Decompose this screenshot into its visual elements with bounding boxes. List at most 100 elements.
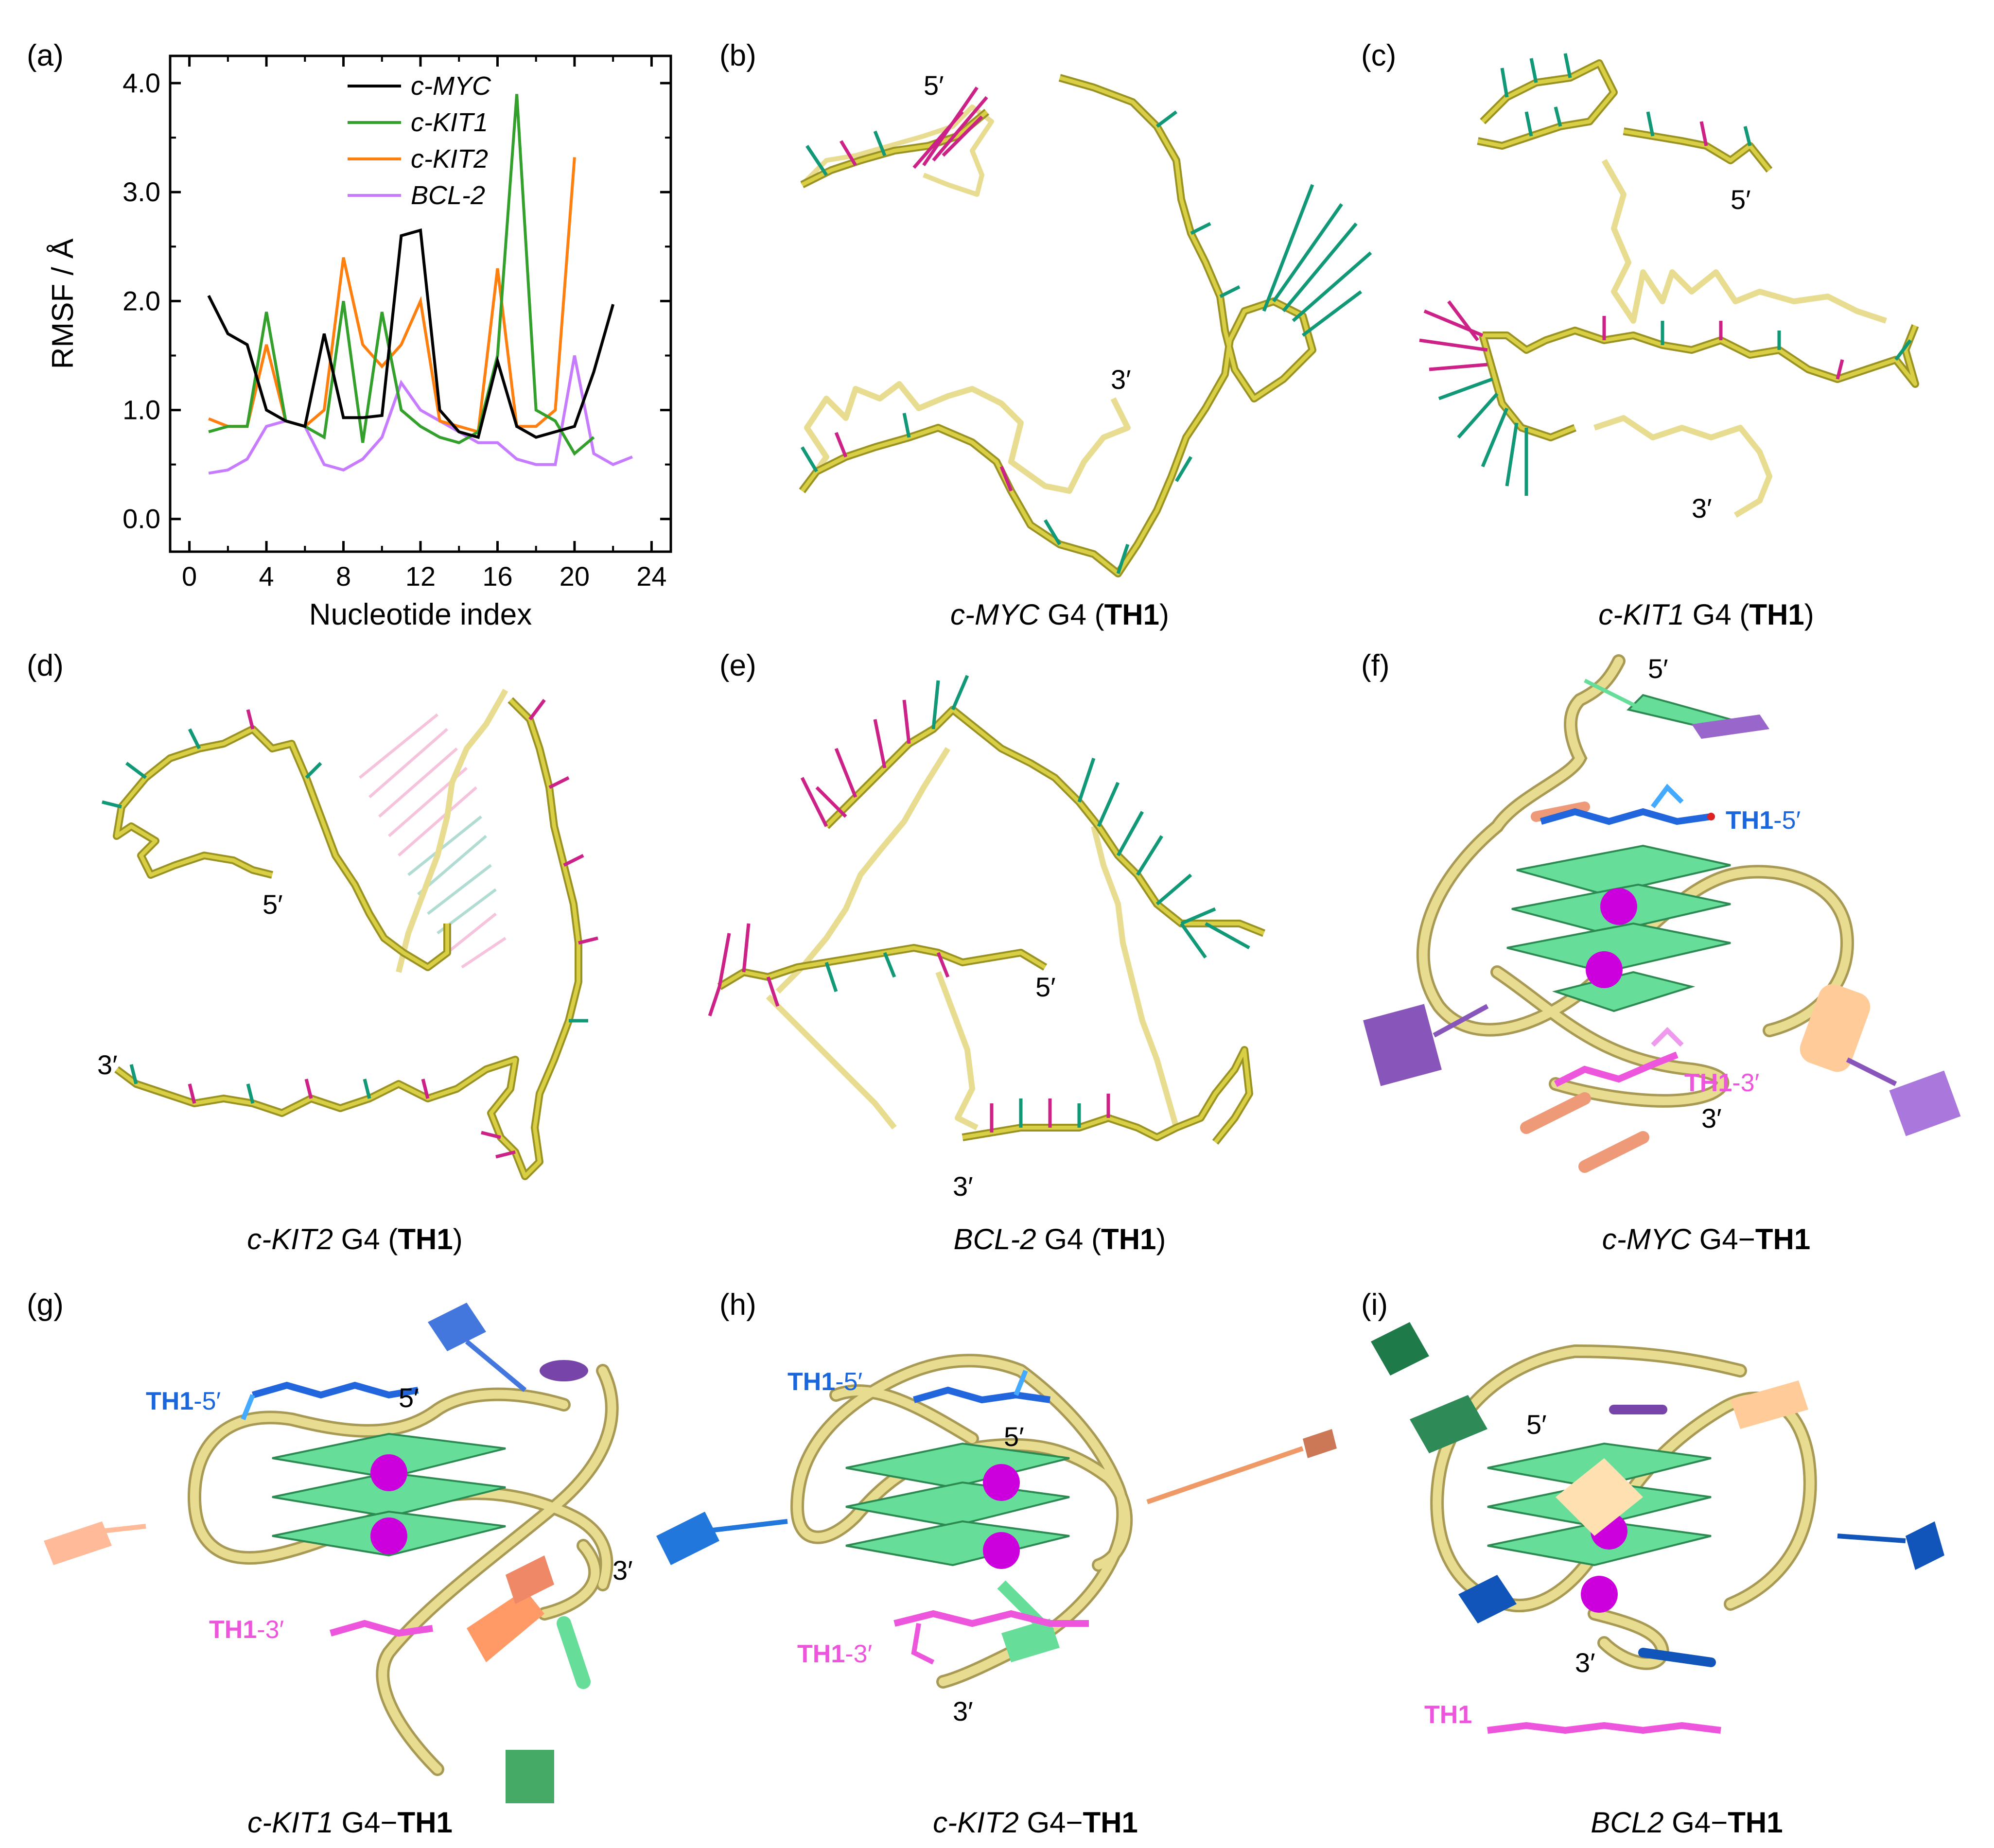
potassium-ion — [370, 1517, 407, 1554]
legend-label-c-kit2: c-KIT2 — [411, 144, 488, 174]
ligand-th1-3-stick — [893, 1610, 1089, 1665]
y-tick-label: 4.0 — [122, 68, 160, 98]
end-label-3: 3′ — [1575, 1647, 1595, 1678]
end-label-3: 3′ — [97, 1049, 118, 1080]
potassium-ion — [983, 1464, 1020, 1501]
chart-axes: 0 4 8 12 16 20 24 0.0 1.0 2.0 3.0 4.0 — [122, 56, 671, 592]
ligand-label-th1-5: TH1-5′ — [146, 1387, 221, 1415]
legend-label-bcl-2: BCL-2 — [411, 181, 485, 210]
y-tick-label: 0.0 — [122, 504, 160, 534]
panel-letter-a: (a) — [27, 39, 64, 72]
backbone-trace-highlight — [1477, 61, 1917, 439]
panel-a: (a) 0 4 8 12 16 20 24 0.0 1.0 2.0 3.0 4.0 c-MYC c-KI… — [27, 39, 672, 631]
panel-g: (g) 5′ 3′ TH1-5′ TH1-3′ c-KIT1 G4−TH1 — [27, 1288, 633, 1839]
backbone-faint-top — [800, 105, 994, 197]
mode-arrows — [800, 87, 1372, 575]
end-label-5: 5′ — [1004, 1421, 1024, 1452]
end-label-3: 3′ — [1692, 493, 1712, 523]
legend-label-c-myc: c-MYC — [411, 71, 491, 101]
y-axis-title: RMSF / Å — [46, 238, 80, 369]
ligand-label-th1-5: TH1-5′ — [787, 1368, 862, 1396]
y-tick-label: 2.0 — [122, 285, 160, 316]
base-cylinders — [1363, 715, 1961, 1173]
caption-h: c-KIT2 G4−TH1 — [933, 1806, 1138, 1839]
ribbon-backbone — [190, 1366, 616, 1774]
x-tick-label: 0 — [182, 561, 197, 592]
end-label-5: 5′ — [262, 889, 283, 920]
panel-e: (e) 5′ 3′ BCL-2 G4 (TH1) — [708, 649, 1265, 1255]
potassium-ion — [1586, 951, 1623, 988]
backbone-trace — [1477, 59, 1919, 441]
ligand-label-th1-5: TH1-5′ — [1726, 806, 1801, 835]
caption-f: c-MYC G4−TH1 — [1602, 1223, 1810, 1255]
end-label-5: 5′ — [1731, 184, 1751, 215]
backbone-trace-highlight — [115, 698, 580, 1178]
ligand-th1-3-stick — [1554, 1027, 1684, 1087]
end-label-3: 3′ — [612, 1555, 633, 1586]
panel-letter-f: (f) — [1361, 649, 1390, 682]
ligand-th1-5-stick — [241, 1381, 419, 1420]
x-tick-label: 4 — [259, 561, 274, 592]
ligand-th1-stick — [1487, 1722, 1721, 1734]
panel-letter-b: (b) — [719, 39, 756, 72]
g-quartet-plates — [845, 1442, 1070, 1567]
x-tick-label: 24 — [636, 561, 666, 592]
end-label-5: 5′ — [399, 1382, 419, 1413]
panel-letter-i: (i) — [1361, 1288, 1388, 1322]
backbone-faint — [800, 381, 1131, 494]
backbone-faint — [766, 747, 1179, 1131]
series-line-c-myc — [207, 228, 615, 439]
base-cylinders — [656, 1429, 1337, 1662]
series-line-c-kit2 — [208, 157, 576, 434]
potassium-ion — [1581, 1576, 1618, 1613]
ligand-th1-5-stick — [913, 1370, 1050, 1404]
end-label-5: 5′ — [1648, 653, 1668, 684]
panel-b: (b) 5′ 3′ c-MYC G4 (TH1) — [719, 39, 1372, 631]
panel-letter-d: (d) — [27, 649, 64, 682]
series-line-bcl-2 — [208, 355, 633, 475]
caption-e: BCL-2 G4 (TH1) — [954, 1223, 1166, 1255]
mode-arrows — [102, 698, 598, 1159]
x-axis-title: Nucleotide index — [309, 598, 532, 631]
base-cylinders — [1371, 1322, 1944, 1667]
base-cylinders — [44, 1303, 591, 1803]
x-tick-label: 8 — [336, 561, 351, 592]
chart-lines — [207, 94, 633, 475]
caption-i: BCL2 G4−TH1 — [1591, 1806, 1783, 1839]
panel-letter-g: (g) — [27, 1288, 64, 1322]
chart-legend: c-MYC c-KIT1 c-KIT2 BCL-2 — [348, 71, 491, 210]
potassium-ion — [370, 1454, 407, 1491]
backbone-faint — [1593, 159, 1887, 518]
end-label-5: 5′ — [1526, 1409, 1547, 1440]
panel-d: (d) 5′ 3′ c-KIT2 G4 (TH1) — [27, 649, 598, 1255]
ligand-label-th1: TH1 — [1424, 1701, 1472, 1729]
series-line-c-kit1 — [208, 94, 595, 456]
mode-arrows — [708, 675, 1250, 1133]
backbone-faint — [396, 689, 508, 973]
ligand-th1-3-stick — [330, 1620, 433, 1637]
panel-letter-c: (c) — [1361, 39, 1396, 72]
ligand-label-th1-3: TH1-3′ — [209, 1616, 284, 1644]
end-label-3: 3′ — [1111, 364, 1131, 395]
x-tick-label: 12 — [405, 561, 436, 592]
end-label-5: 5′ — [1035, 972, 1056, 1002]
end-label-3: 3′ — [953, 1696, 973, 1726]
caption-b: c-MYC G4 (TH1) — [950, 598, 1169, 631]
potassium-ion — [983, 1532, 1020, 1569]
panel-letter-h: (h) — [719, 1288, 756, 1322]
x-tick-label: 20 — [560, 561, 590, 592]
panel-letter-e: (e) — [719, 649, 756, 682]
end-label-3: 3′ — [953, 1171, 973, 1202]
panel-f: (f) 5′ 3′ TH1-5′ TH1-3′ c-MYC G4−TH1 — [1361, 649, 1961, 1255]
panel-c: (c) 5′ 3′ c-KIT1 G4 (TH1) — [1361, 39, 1919, 631]
ligand-th1-5-stick — [1540, 784, 1715, 825]
potassium-ion — [1600, 888, 1637, 925]
y-tick-label: 3.0 — [122, 176, 160, 207]
ribbon-backbone — [1418, 657, 1852, 1105]
ligand-label-th1-3: TH1-3′ — [797, 1640, 872, 1668]
end-label-3: 3′ — [1701, 1103, 1722, 1133]
panel-i: (i) 5′ 3′ TH1 BCL2 G4−TH1 — [1361, 1288, 1944, 1839]
caption-d: c-KIT2 G4 (TH1) — [247, 1223, 462, 1255]
mode-arrows — [1419, 53, 1912, 496]
